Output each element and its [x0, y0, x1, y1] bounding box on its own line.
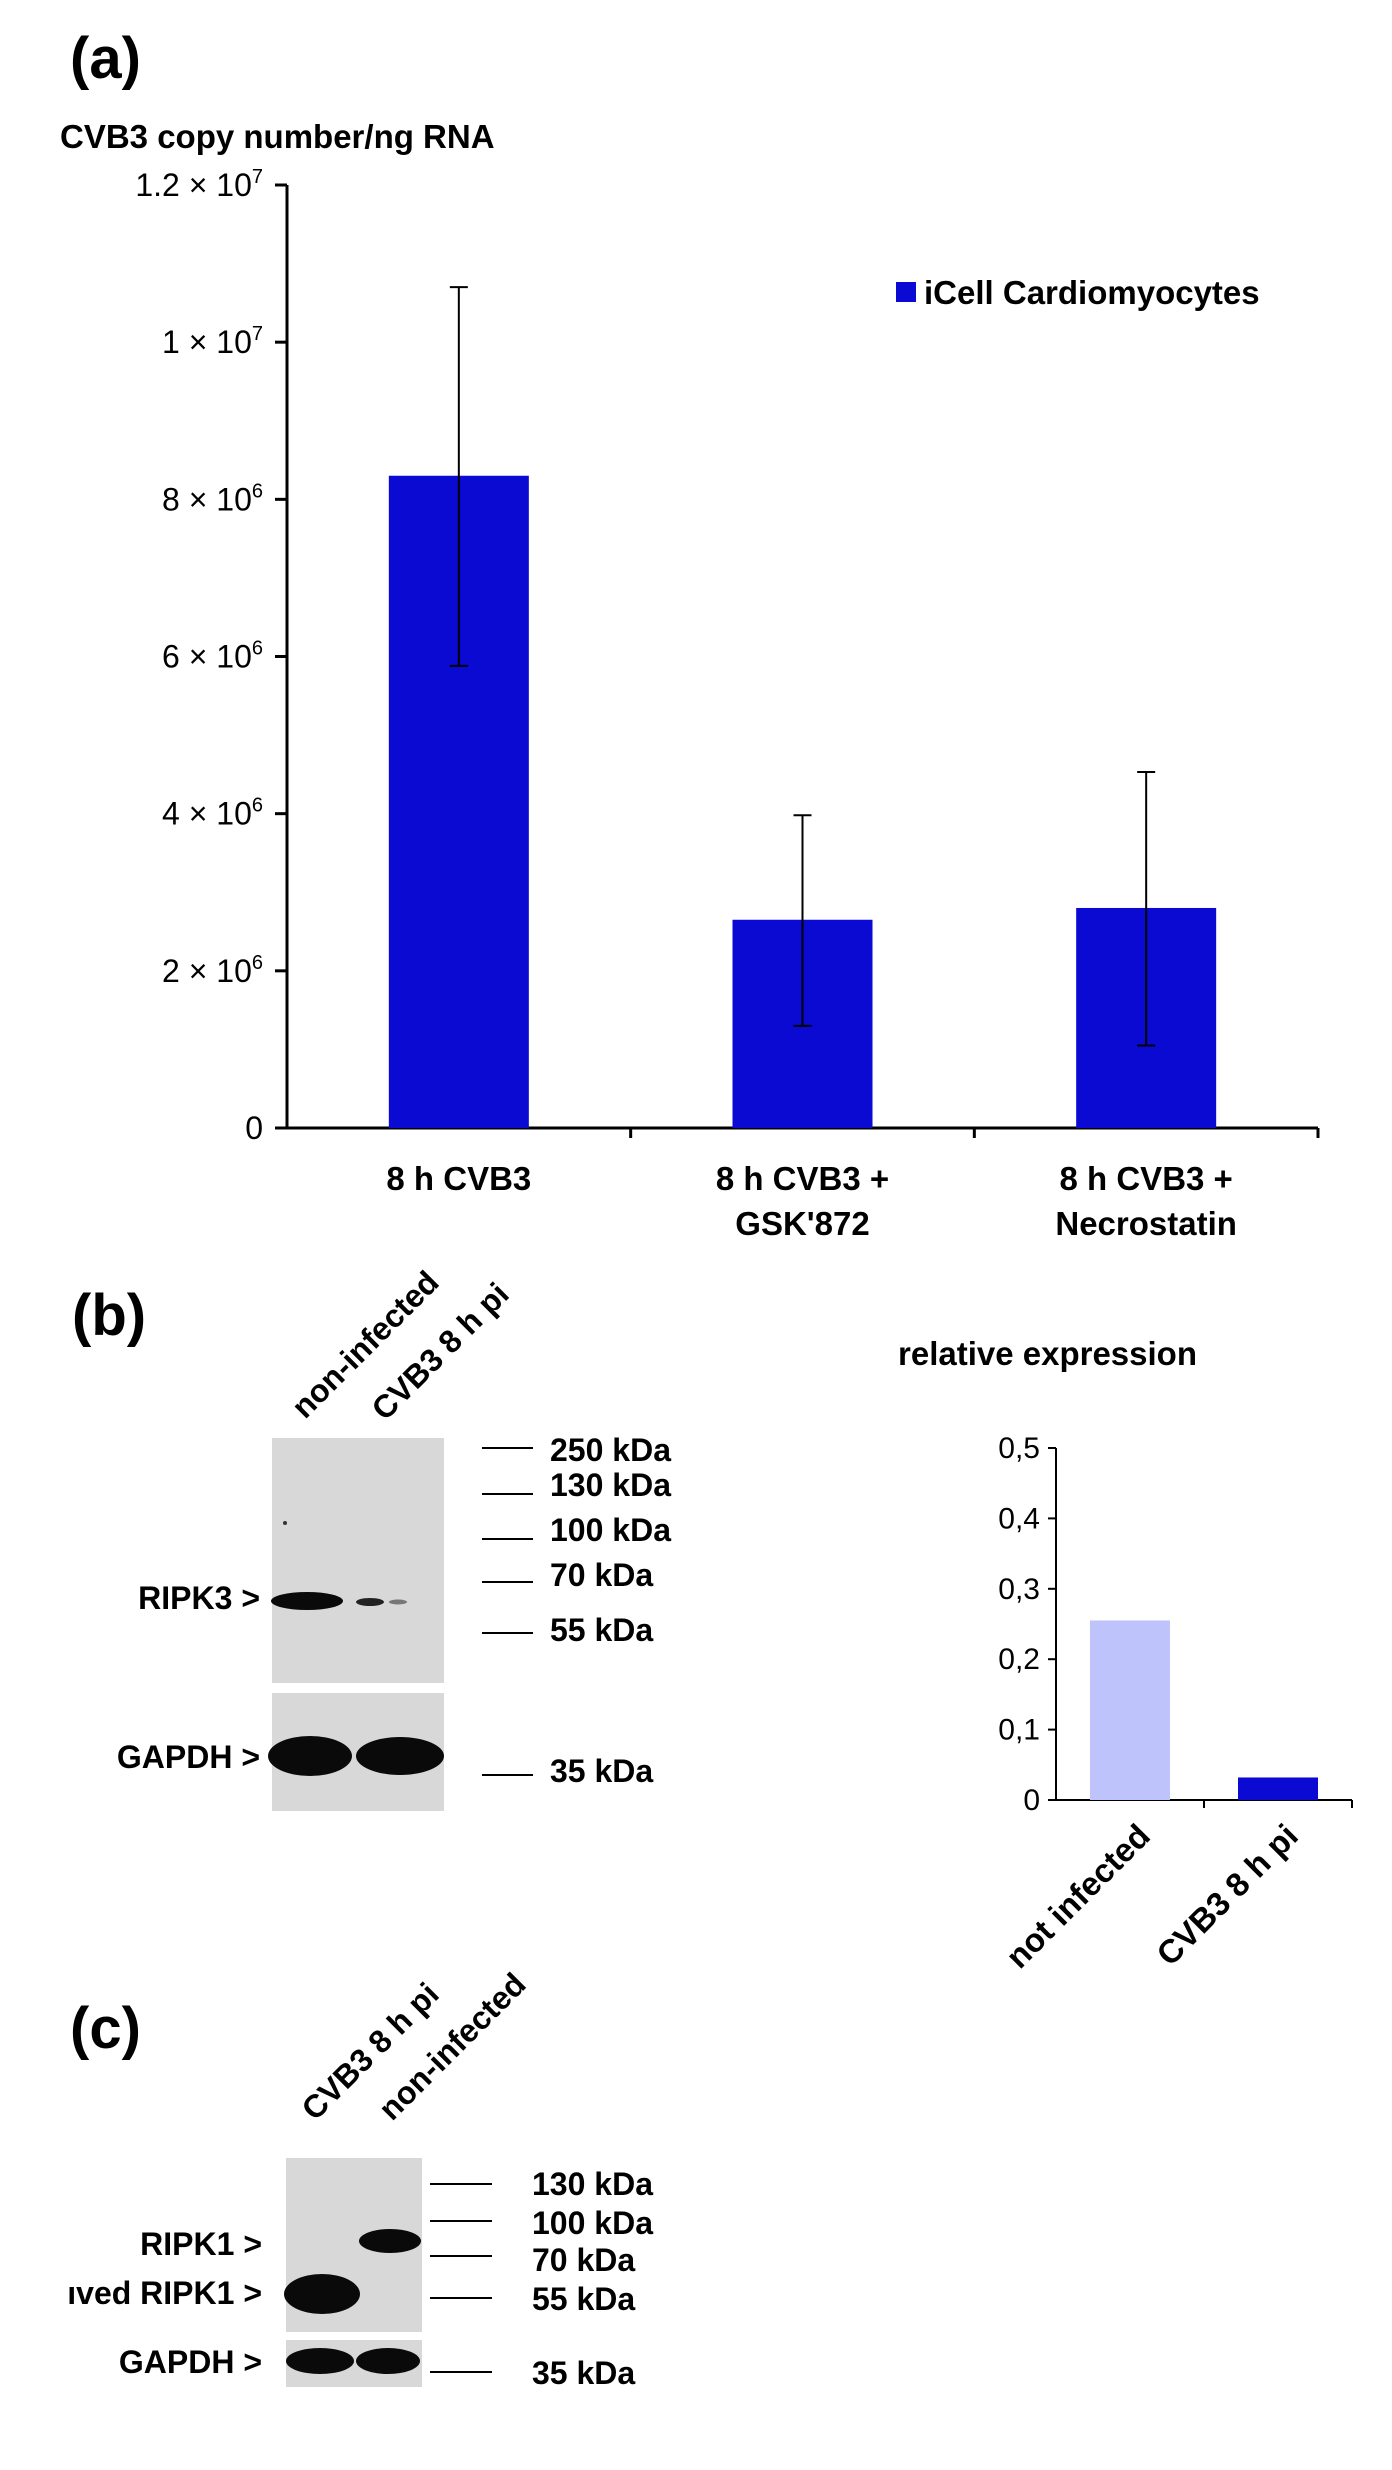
- chart-a-legend-label: iCell Cardiomyocytes: [924, 274, 1260, 311]
- blot-c-marker-label: 130 kDa: [532, 2166, 653, 2202]
- chart-a-legend-swatch: [896, 282, 916, 302]
- panel-c-label: (c): [70, 1996, 141, 2061]
- blot-c-marker-label: 70 kDa: [532, 2242, 635, 2278]
- blot-b-gapdh-band: [268, 1736, 352, 1776]
- chart-a-category-label: 8 h CVB3 +: [716, 1160, 889, 1197]
- blot-c-marker-label: 100 kDa: [532, 2205, 653, 2241]
- blot-b-marker-label: 130 kDa: [550, 1467, 671, 1503]
- blot-b-ripk3-band: [389, 1599, 407, 1605]
- chart-a-category-label: 8 h CVB3: [386, 1160, 531, 1197]
- chart-a-y-tick-label: 2 × 106: [162, 952, 263, 989]
- chart-b-category-label: not infected: [999, 1817, 1157, 1975]
- blot-b-marker-label: 55 kDa: [550, 1612, 653, 1648]
- chart-b-y-tick-label: 0,5: [998, 1432, 1040, 1465]
- chart-b-category-label: CVB3 8 h pi: [1149, 1817, 1305, 1973]
- chart-a-y-tick-label: 1 × 107: [162, 323, 263, 360]
- chart-a-y-tick-label: 4 × 106: [162, 795, 263, 832]
- chart-b-y-tick-label: 0,3: [998, 1573, 1040, 1606]
- blot-c-cleaved-ripk1-label: ıved RIPK1 >: [67, 2275, 262, 2311]
- panel-a-label: (a): [70, 26, 141, 91]
- blot-b-marker-label: 250 kDa: [550, 1432, 671, 1468]
- blot-c-ripk1-band: [359, 2229, 421, 2253]
- blot-c-gapdh-label: GAPDH >: [119, 2344, 262, 2380]
- blot-c: CVB3 8 h pi non-infected RIPK1 > ıved RI…: [67, 1966, 653, 2391]
- chart-b-y-tick-label: 0,1: [998, 1714, 1040, 1747]
- blot-c-cleaved-ripk1-band: [284, 2274, 360, 2314]
- chart-b-bar: [1238, 1777, 1318, 1800]
- chart-a: 0 2 × 106 4 × 106 6 × 106 8 × 106 1 × 107 1.2 …: [135, 166, 1320, 1242]
- blot-b-marker-label: 70 kDa: [550, 1557, 653, 1593]
- blot-c-marker-label: 35 kDa: [532, 2355, 635, 2391]
- chart-a-category-label: 8 h CVB3 +: [1060, 1160, 1233, 1197]
- chart-a-y-tick-label: 1.2 × 107: [135, 166, 263, 203]
- blot-b-ripk3-label: RIPK3 >: [138, 1580, 260, 1616]
- blot-b-marker-label: 35 kDa: [550, 1753, 653, 1789]
- blot-c-marker-label: 55 kDa: [532, 2281, 635, 2317]
- chart-b-y-tick-label: 0: [1023, 1784, 1040, 1817]
- blot-b-ripk3-band: [356, 1598, 384, 1606]
- chart-b-y-tick-label: 0,4: [998, 1502, 1040, 1535]
- blot-b: non-infected CVB3 8 h pi RIPK3 > GAPDH >…: [117, 1264, 671, 1811]
- blot-b-ripk3-membrane: [272, 1438, 444, 1683]
- chart-a-y-tick-label: 8 × 106: [162, 480, 263, 517]
- chart-b: relative expression 0 0,1 0,2 0,3 0,4 0,5 not…: [898, 1335, 1353, 1975]
- blot-c-ripk1-label: RIPK1 >: [140, 2226, 262, 2262]
- chart-b-title: relative expression: [898, 1335, 1197, 1372]
- blot-b-gapdh-label: GAPDH >: [117, 1739, 260, 1775]
- chart-a-y-tick-label: 0: [245, 1110, 263, 1146]
- chart-a-y-tick-label: 6 × 106: [162, 638, 263, 675]
- blot-c-gapdh-band: [356, 2348, 420, 2374]
- chart-b-bar: [1090, 1620, 1170, 1800]
- panel-b-label: (b): [72, 1283, 146, 1348]
- chart-b-y-tick-label: 0,2: [998, 1643, 1040, 1676]
- blot-c-gapdh-band: [286, 2348, 354, 2374]
- blot-b-speck: [283, 1521, 287, 1525]
- chart-a-category-label: Necrostatin: [1055, 1205, 1237, 1242]
- chart-a-title: CVB3 copy number/ng RNA: [60, 118, 495, 155]
- blot-b-gapdh-band: [356, 1737, 444, 1775]
- blot-b-ripk3-band: [271, 1592, 343, 1610]
- chart-a-category-label: GSK'872: [735, 1205, 869, 1242]
- blot-b-marker-label: 100 kDa: [550, 1512, 671, 1548]
